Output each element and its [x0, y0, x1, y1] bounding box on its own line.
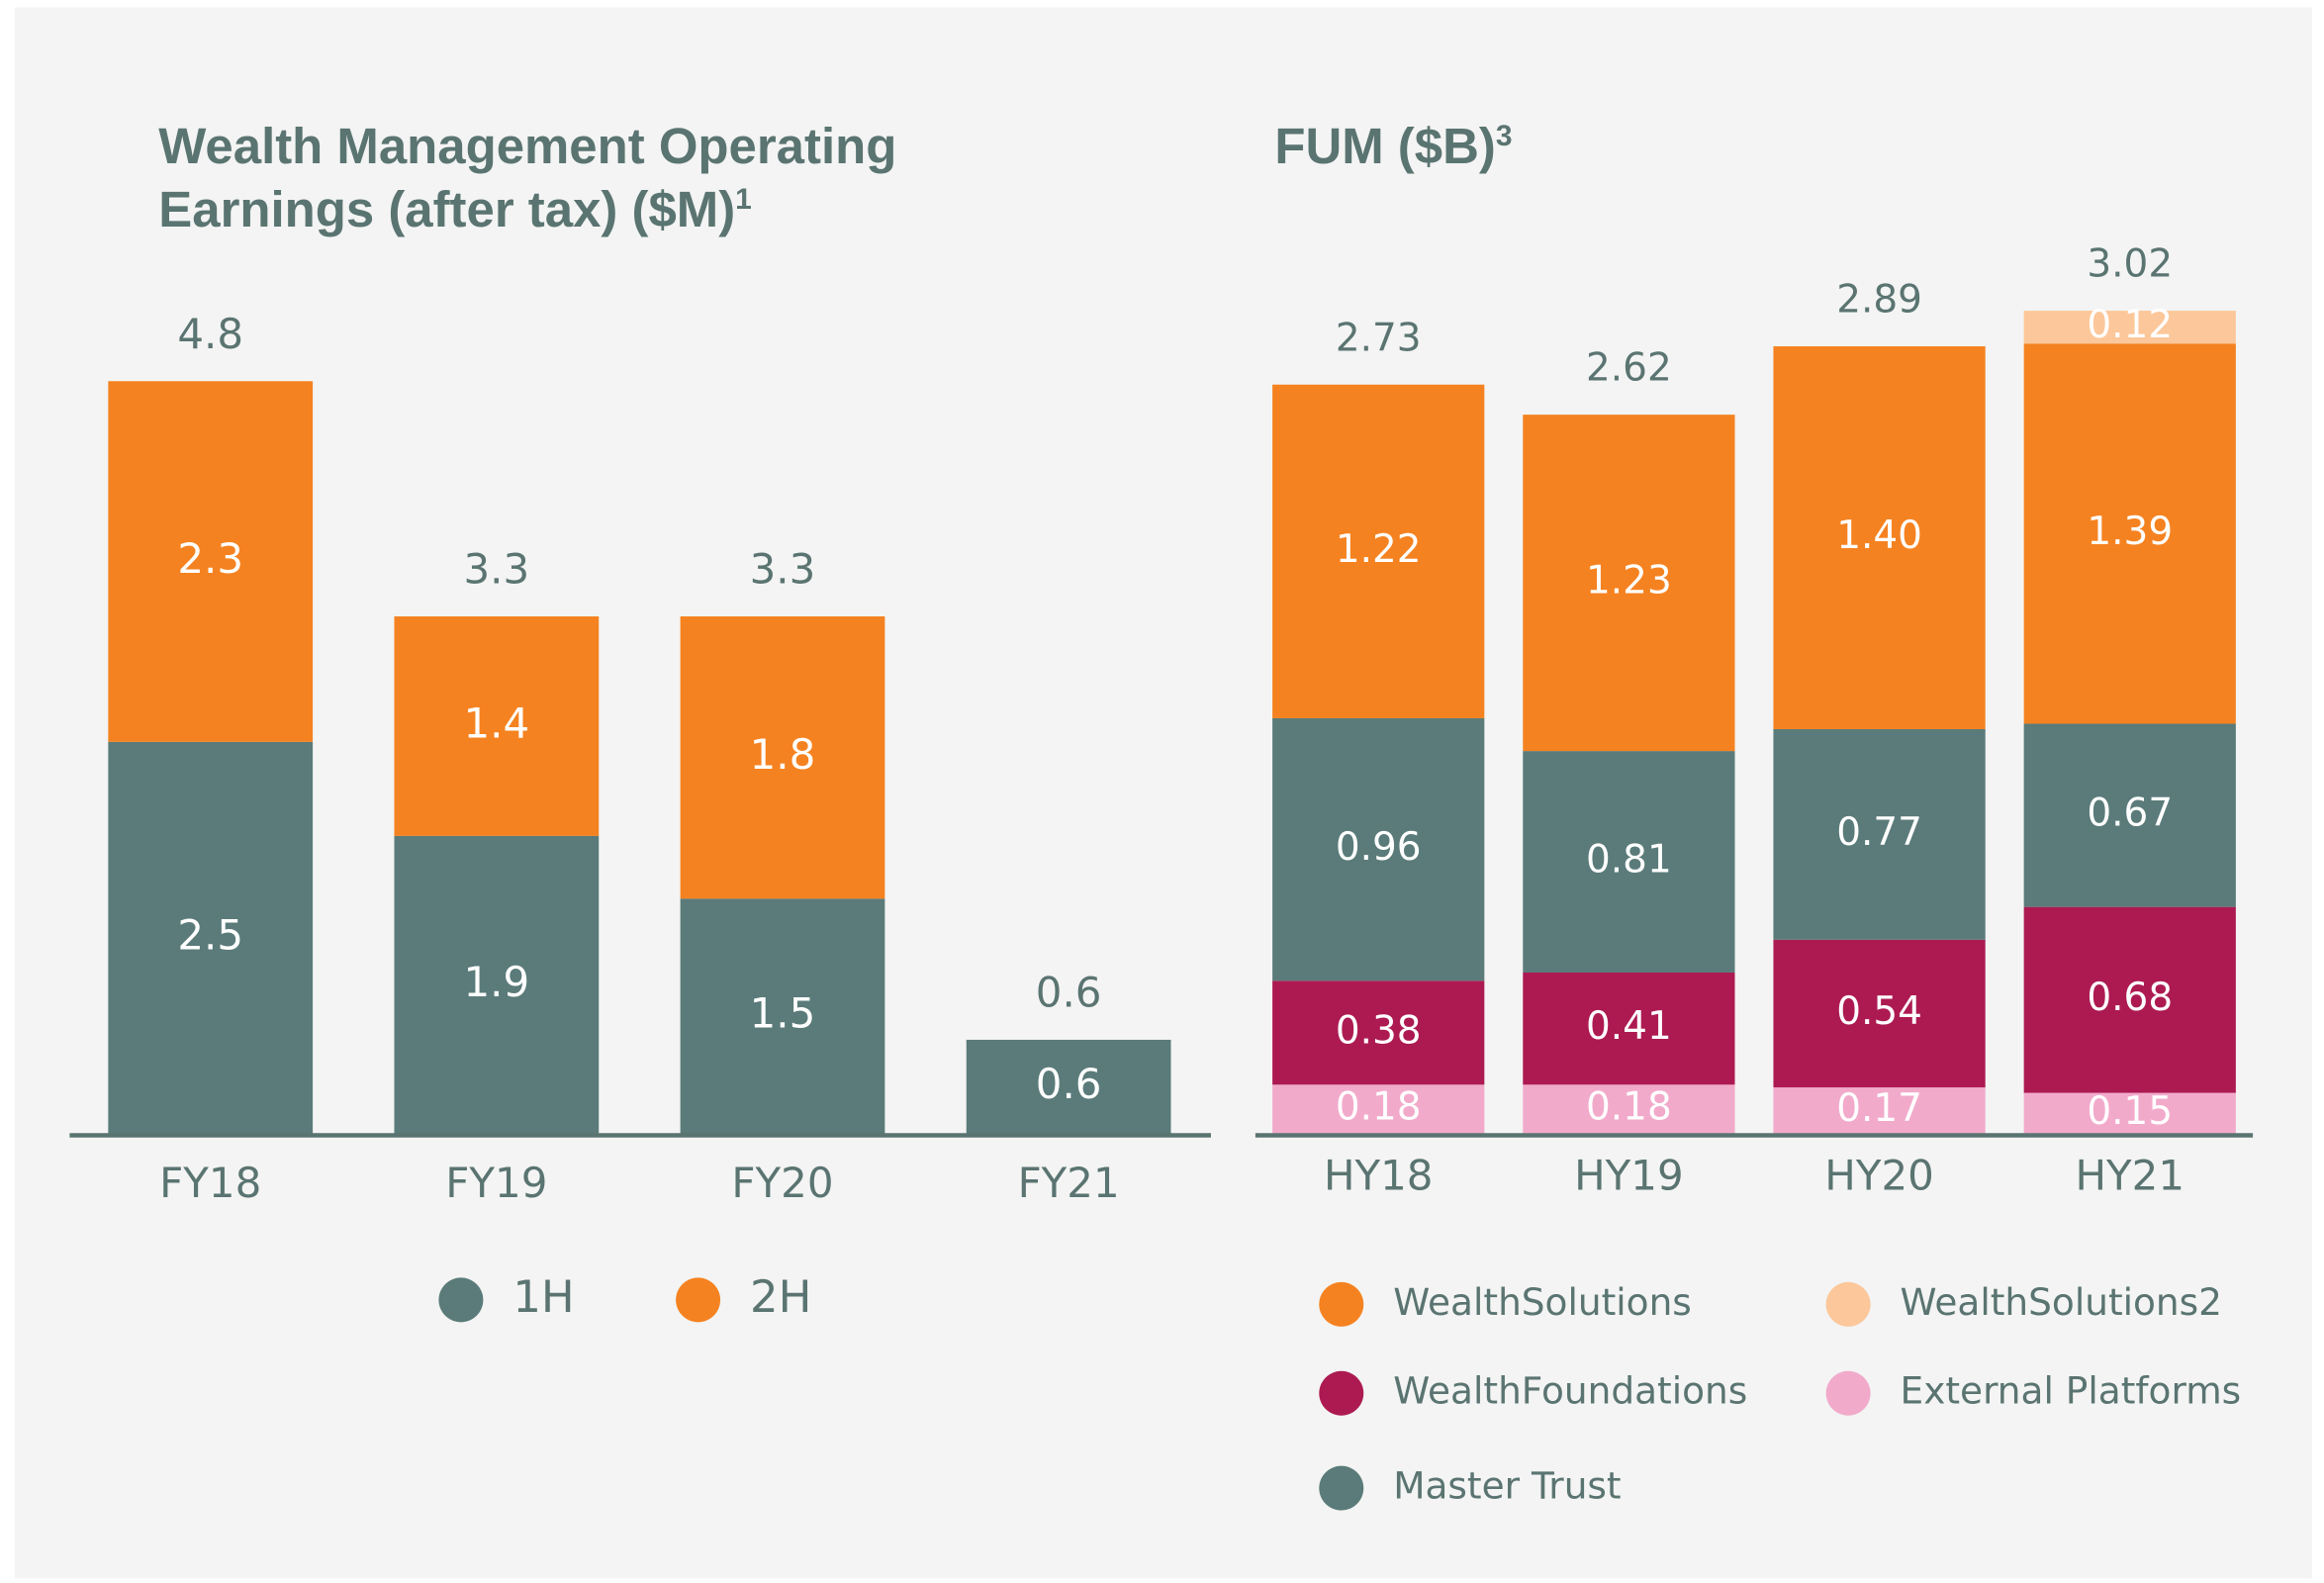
data-label: 2.5: [177, 910, 243, 959]
bar-segment: [1773, 728, 1986, 940]
bar-segment: [1773, 1087, 1986, 1135]
bar-segment: [680, 616, 885, 899]
data-label: 0.17: [1836, 1086, 1922, 1131]
data-label: 1.8: [750, 730, 816, 779]
x-tick-label: FY19: [445, 1159, 547, 1207]
total-label: 3.3: [750, 545, 816, 594]
data-label: 1.39: [2087, 510, 2173, 554]
total-label: 2.89: [1836, 278, 1922, 323]
bar-segment: [2023, 311, 2236, 344]
x-tick-label: FY21: [1018, 1159, 1120, 1207]
data-label: 0.67: [2087, 792, 2173, 836]
legend-label: WealthFoundations: [1393, 1369, 1747, 1413]
bar-segment: [394, 835, 600, 1135]
bar-segment: [108, 381, 314, 742]
data-label: 0.96: [1336, 825, 1422, 870]
data-label: 0.15: [2087, 1089, 2173, 1134]
legend-label: Master Trust: [1393, 1464, 1621, 1508]
legend-label: WealthSolutions: [1393, 1280, 1692, 1324]
data-label: 1.22: [1336, 527, 1422, 572]
data-label: 0.54: [1836, 989, 1922, 1034]
data-label: 0.77: [1836, 810, 1922, 855]
data-label: 0.12: [2087, 303, 2173, 347]
bar-segment: [966, 1039, 1171, 1135]
chart-title: FUM ($B)3: [1274, 118, 1512, 174]
legend-swatch: [438, 1277, 484, 1323]
bar-segment: [1523, 972, 1735, 1085]
legend-label: External Platforms: [1901, 1369, 2242, 1413]
data-label: 0.18: [1336, 1085, 1422, 1130]
data-label: 1.5: [750, 989, 816, 1038]
bar-segment: [2023, 906, 2236, 1093]
bar-segment: [1272, 384, 1485, 718]
x-tick-label: FY18: [159, 1159, 261, 1207]
legend-label: WealthSolutions2: [1901, 1280, 2222, 1324]
total-label: 0.6: [1036, 969, 1102, 1017]
x-tick-label: HY21: [2075, 1152, 2185, 1200]
legend-label: 2H: [750, 1270, 811, 1323]
total-label: 3.3: [464, 545, 530, 594]
data-label: 1.40: [1836, 513, 1922, 558]
bar-segment: [2023, 1092, 2236, 1135]
bar-segment: [1523, 415, 1735, 752]
x-tick-label: HY20: [1824, 1152, 1934, 1200]
total-label: 2.62: [1586, 346, 1672, 391]
chart-title-line: Earnings (after tax) ($M): [158, 181, 735, 237]
chart-title-line: Wealth Management Operating: [158, 118, 896, 174]
bar-segment: [2023, 343, 2236, 724]
legend-swatch: [1319, 1465, 1364, 1511]
bar-segment: [680, 898, 885, 1135]
legend-swatch: [1825, 1281, 1871, 1327]
bar-segment: [1773, 939, 1986, 1088]
legend-swatch: [1319, 1281, 1364, 1327]
x-tick-label: HY19: [1574, 1152, 1684, 1200]
chart-title-line: FUM ($B): [1274, 118, 1495, 174]
total-label: 2.73: [1336, 316, 1422, 360]
legend-swatch: [1319, 1370, 1364, 1416]
bar-segment: [1523, 1084, 1735, 1135]
bar-segment: [1523, 751, 1735, 973]
data-label: 0.38: [1336, 1008, 1422, 1053]
data-label: 0.81: [1586, 838, 1672, 883]
data-label: 1.4: [464, 698, 530, 747]
bar-segment: [1272, 980, 1485, 1085]
total-label: 4.8: [177, 310, 243, 358]
bar-segment: [1272, 717, 1485, 981]
data-label: 0.68: [2087, 976, 2173, 1020]
legend-label: 1H: [512, 1270, 574, 1323]
bar-segment: [1272, 1084, 1485, 1135]
data-label: 2.3: [177, 534, 243, 583]
total-label: 3.02: [2087, 242, 2173, 287]
bar-segment: [1773, 346, 1986, 729]
data-label: 0.41: [1586, 1004, 1672, 1049]
data-label: 0.18: [1586, 1085, 1672, 1130]
x-tick-label: HY18: [1324, 1152, 1434, 1200]
legend-swatch: [676, 1277, 721, 1323]
bar-segment: [394, 616, 600, 836]
chart-title: Wealth Management Operating: [158, 118, 896, 174]
legend-swatch: [1825, 1370, 1871, 1416]
bar-segment: [2023, 723, 2236, 907]
footnote-marker: 1: [735, 183, 752, 216]
data-label: 1.9: [464, 958, 530, 1006]
bar-segment: [108, 741, 314, 1135]
x-tick-label: FY20: [731, 1159, 833, 1207]
chart-title: Earnings (after tax) ($M)1: [158, 181, 752, 237]
data-label: 0.6: [1036, 1060, 1102, 1108]
footnote-marker: 3: [1496, 120, 1513, 152]
data-label: 1.23: [1586, 559, 1672, 604]
